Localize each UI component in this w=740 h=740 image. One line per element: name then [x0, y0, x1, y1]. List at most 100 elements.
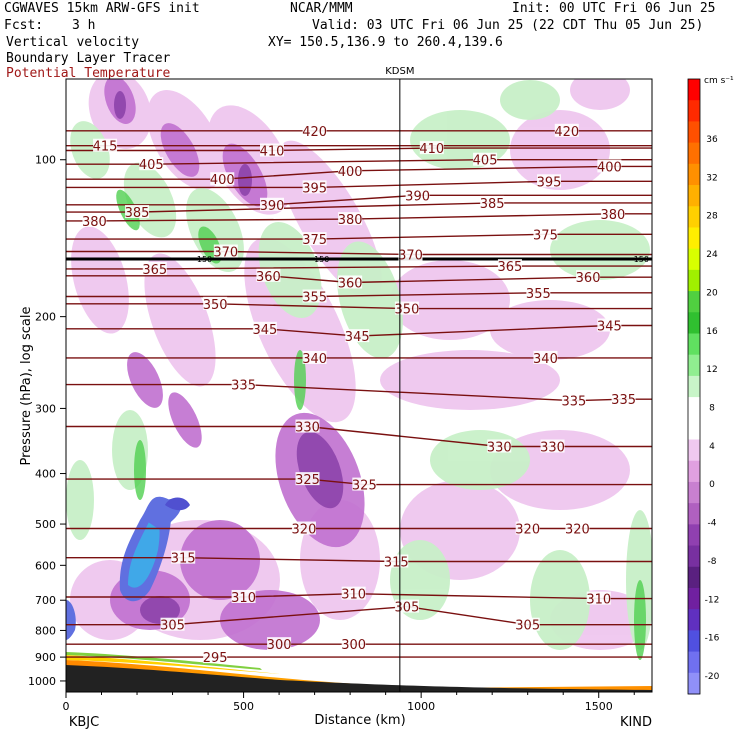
colorbar-segment [688, 333, 700, 356]
colorbar-segment [688, 503, 700, 525]
theta-label-bg [302, 123, 327, 137]
theta-label-295: 295 [203, 651, 228, 666]
model-title: CGWAVES 15km ARW-GFS init [4, 1, 200, 16]
theta-contour-385 [66, 202, 652, 213]
theta-label-bg [394, 301, 419, 315]
colorbar-tick-label: 8 [709, 404, 715, 414]
y-tick-label: 400 [35, 468, 56, 481]
theta-label-bg [526, 285, 551, 299]
theta-label-bg [473, 152, 498, 166]
theta-label-bg [259, 197, 284, 211]
colorbar-segment [688, 142, 700, 165]
colorbar-segment [688, 630, 700, 653]
y-axis-ticks: 100 200 300 400 500 600 700 800 900 1000 [28, 154, 66, 688]
theta-label-bg [231, 377, 256, 391]
cross-section-coords: XY= 150.5,136.9 to 260.4,139.6 [268, 35, 503, 50]
theta-label-bg [565, 521, 590, 535]
theta-label-345: 345 [345, 330, 370, 345]
theta-label-bg [203, 296, 228, 310]
theta-label-320: 320 [515, 523, 540, 538]
theta-label-bg [160, 617, 185, 631]
theta-label-405: 405 [473, 154, 498, 169]
theta-contour-370 [66, 250, 652, 256]
theta-label-325: 325 [352, 479, 377, 494]
theta-label-bg [252, 321, 277, 335]
colorbar-segment [688, 100, 700, 122]
theta-label-310: 310 [586, 593, 611, 608]
colorbar-tick-label: 4 [709, 442, 715, 452]
theta-label-365: 365 [498, 260, 523, 275]
theta-label-bg [515, 521, 540, 535]
theta-contour-labels: 420 420 415 410 410 405 405 400 400 400 395 395 390 3… [82, 123, 636, 666]
theta-label-bg [576, 270, 601, 284]
theta-label-bg [213, 244, 238, 258]
colorbar-tick-label: 12 [706, 365, 717, 375]
colorbar-segment [688, 121, 700, 144]
colorbar: 36 32 28 24 20 16 12 8 4 0 -4 -8 -12 -16 -20 [687, 78, 720, 695]
colorbar-segment [688, 587, 700, 610]
theta-label-310: 310 [341, 588, 366, 603]
theta-label-345: 345 [252, 323, 277, 338]
theta-label-bg [210, 172, 235, 186]
colorbar-segment [688, 312, 700, 334]
theta-label-375: 375 [533, 228, 558, 243]
theta-label-380: 380 [601, 208, 626, 223]
colorbar-segment [688, 439, 700, 462]
theta-label-360: 360 [338, 276, 363, 291]
x-tick-label: 1000 [407, 700, 435, 713]
left-station-label: KBJC [69, 715, 99, 730]
theta-label-bg [345, 329, 370, 343]
theta-label-380: 380 [82, 215, 107, 230]
colorbar-segment [688, 651, 700, 674]
theta-label-bg [480, 195, 505, 209]
theta-label-330: 330 [540, 441, 565, 456]
colorbar-tick-label: -20 [705, 672, 720, 682]
y-tick-label: 200 [35, 311, 56, 324]
theta-label-370: 370 [213, 246, 238, 261]
theta-label-bg [352, 477, 377, 491]
y-tick-label: 1000 [28, 675, 56, 688]
theta-label-335: 335 [231, 379, 256, 394]
theta-label-355: 355 [526, 287, 551, 302]
right-station-label: KIND [620, 715, 652, 730]
colorbar-segment [688, 397, 700, 419]
theta-label-305: 305 [160, 619, 185, 634]
theta-label-320: 320 [292, 523, 317, 538]
y-tick-label: 300 [35, 402, 56, 415]
theta-label-390: 390 [260, 199, 285, 214]
theta-label-345: 345 [597, 320, 622, 335]
theta-label-335: 335 [611, 393, 636, 408]
theta-label-bg [540, 439, 565, 453]
tropopause-line: 150 150 150 [66, 255, 652, 264]
theta-label-bg [419, 141, 444, 155]
field-boundary-layer-tracer: Boundary Layer Tracer [6, 51, 171, 66]
theta-label-bg [600, 206, 625, 220]
theta-label-bg [398, 247, 423, 261]
tropopause-label: 150 [634, 255, 649, 264]
theta-label-395: 395 [302, 181, 327, 196]
field-potential-temperature: Potential Temperature [6, 66, 171, 81]
theta-label-300: 300 [267, 638, 292, 653]
theta-label-bg [291, 521, 316, 535]
theta-label-bg [171, 550, 196, 564]
y-tick-label: 900 [35, 651, 56, 664]
theta-label-370: 370 [398, 249, 423, 264]
x-tick-label: 0 [63, 700, 70, 713]
x-axis-title: Distance (km) [314, 713, 405, 728]
theta-contour-315 [66, 557, 652, 563]
theta-label-390: 390 [405, 189, 430, 204]
theta-contour-355 [66, 292, 652, 298]
plot-frame [65, 78, 653, 693]
colorbar-segment [688, 248, 700, 271]
theta-label-410: 410 [419, 142, 444, 157]
theta-label-405: 405 [139, 158, 164, 173]
theta-label-340: 340 [533, 352, 558, 367]
x-axis-ticks: 0 500 1000 1500 [63, 692, 635, 713]
colorbar-segment [688, 672, 700, 695]
colorbar-tick-label: 32 [706, 173, 717, 183]
theta-label-365: 365 [142, 263, 167, 278]
theta-label-385: 385 [480, 197, 505, 212]
colorbar-segment [688, 227, 700, 250]
theta-label-bg [302, 289, 327, 303]
theta-label-400: 400 [210, 173, 235, 188]
